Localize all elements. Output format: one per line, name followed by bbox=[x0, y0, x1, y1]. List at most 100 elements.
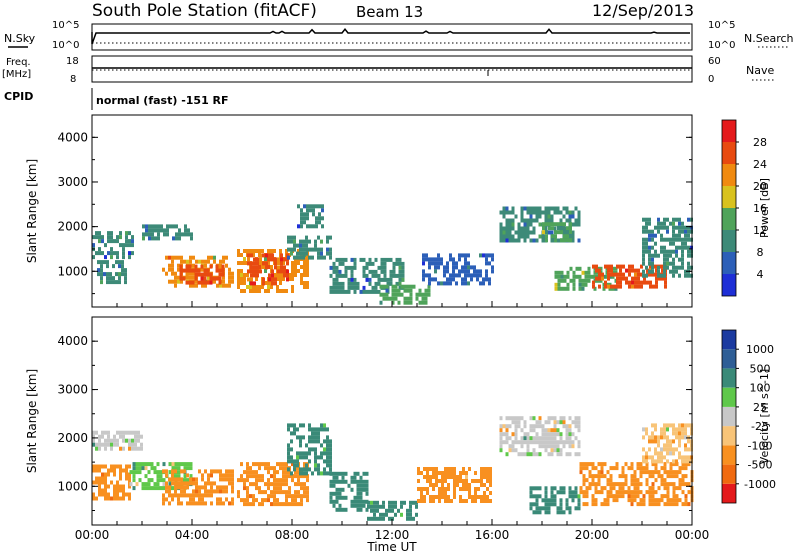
power-cell bbox=[547, 218, 551, 223]
velocity-cell bbox=[435, 483, 438, 487]
velocity-cell bbox=[687, 502, 691, 507]
velocity-cell bbox=[669, 474, 673, 479]
velocity-cell bbox=[138, 478, 142, 483]
power-cell bbox=[610, 272, 613, 277]
velocity-cell bbox=[195, 481, 198, 486]
power-cell bbox=[338, 285, 342, 290]
velocity-cell bbox=[577, 416, 581, 421]
power-cell bbox=[383, 261, 387, 266]
velocity-cell bbox=[95, 480, 98, 485]
velocity-cell bbox=[174, 469, 177, 474]
velocity-cell bbox=[329, 443, 332, 448]
velocity-cell bbox=[415, 500, 418, 505]
velocity-cell bbox=[459, 471, 462, 475]
power-cell bbox=[353, 277, 357, 282]
power-cell bbox=[277, 265, 280, 270]
velocity-cell bbox=[645, 490, 649, 495]
velocity-cell bbox=[612, 498, 616, 503]
power-cell bbox=[362, 289, 366, 294]
velocity-cell bbox=[359, 479, 363, 484]
power-cell bbox=[206, 280, 210, 285]
velocity-cell bbox=[308, 427, 311, 432]
velocity-cell bbox=[110, 480, 113, 485]
velocity-cell bbox=[681, 490, 685, 495]
velocity-cell bbox=[420, 491, 423, 495]
velocity-cell bbox=[426, 491, 429, 495]
power-cell bbox=[268, 253, 271, 258]
power-cell bbox=[277, 269, 280, 274]
velocity-cell bbox=[329, 439, 332, 444]
power-cell bbox=[655, 280, 658, 285]
power-cell bbox=[675, 265, 678, 270]
power-cell bbox=[371, 273, 375, 278]
velocity-cell bbox=[228, 473, 231, 478]
power-cell bbox=[532, 238, 536, 243]
velocity-cell bbox=[526, 440, 530, 445]
velocity-cell bbox=[329, 479, 333, 484]
power-cell bbox=[669, 249, 672, 254]
velocity-cell bbox=[391, 504, 394, 509]
power-cell bbox=[305, 251, 308, 256]
power-cell bbox=[449, 253, 452, 258]
power-cell bbox=[122, 247, 125, 252]
power-cell bbox=[642, 249, 645, 254]
power-cell bbox=[425, 257, 428, 262]
velocity-cell bbox=[168, 462, 172, 467]
velocity-cell bbox=[663, 486, 667, 491]
power-cell bbox=[514, 230, 518, 235]
power-cell bbox=[517, 230, 521, 235]
velocity-cell bbox=[210, 501, 213, 506]
velocity-cell bbox=[654, 490, 658, 495]
velocity-cell bbox=[468, 467, 471, 471]
power-cell bbox=[101, 251, 104, 256]
power-cell bbox=[148, 232, 151, 237]
velocity-cell bbox=[550, 440, 554, 445]
velocity-cell bbox=[107, 472, 110, 477]
velocity-cell bbox=[122, 438, 125, 443]
velocity-cell bbox=[174, 477, 177, 482]
velocity-cell bbox=[128, 442, 131, 447]
power-cell bbox=[206, 272, 210, 277]
velocity-cell bbox=[131, 442, 134, 447]
power-cell bbox=[250, 253, 253, 258]
velocity-cell bbox=[362, 479, 366, 484]
velocity-cell bbox=[204, 469, 207, 474]
velocity-cell bbox=[459, 495, 462, 499]
power-cell bbox=[648, 253, 651, 258]
velocity-cell bbox=[538, 452, 542, 457]
velocity-cell bbox=[320, 451, 323, 456]
power-cell bbox=[610, 284, 613, 289]
velocity-cell bbox=[122, 484, 125, 489]
power-cell bbox=[362, 265, 366, 270]
velocity-cell bbox=[465, 487, 468, 491]
velocity-cell bbox=[639, 502, 643, 507]
power-cell bbox=[344, 269, 348, 274]
velocity-cell bbox=[453, 475, 456, 479]
power-cell bbox=[654, 241, 657, 246]
power-cell bbox=[398, 285, 402, 290]
velocity-cell bbox=[532, 416, 536, 421]
velocity-cell bbox=[137, 430, 140, 435]
power-cell bbox=[344, 257, 348, 262]
velocity-cell bbox=[219, 469, 222, 474]
power-cell bbox=[195, 279, 198, 284]
velocity-cell bbox=[678, 451, 681, 456]
power-cell bbox=[286, 253, 289, 258]
velocity-cell bbox=[267, 478, 270, 483]
velocity-cell bbox=[612, 486, 616, 491]
velocity-cell bbox=[532, 436, 536, 441]
velocity-cell bbox=[98, 488, 101, 493]
velocity-cell bbox=[128, 484, 131, 489]
power-cell bbox=[669, 269, 672, 274]
power-cell bbox=[350, 269, 354, 274]
power-cell bbox=[631, 284, 634, 289]
power-cell bbox=[225, 255, 228, 260]
power-cell bbox=[455, 261, 458, 266]
power-cell bbox=[578, 266, 582, 271]
velocity-cell bbox=[678, 455, 681, 460]
velocity-cell bbox=[574, 486, 578, 491]
power-cell bbox=[418, 292, 422, 297]
power-cell bbox=[297, 224, 300, 229]
power-cell bbox=[107, 235, 110, 240]
velocity-cell bbox=[577, 502, 581, 507]
